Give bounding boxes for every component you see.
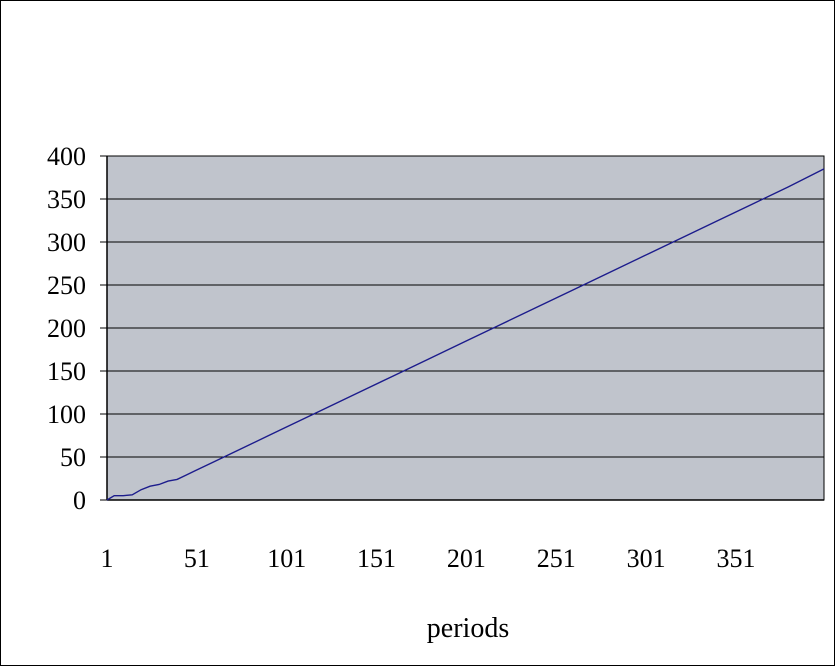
x-axis-title: periods (427, 613, 509, 644)
x-tick-label: 351 (716, 544, 755, 573)
y-tick-label: 250 (47, 271, 86, 300)
y-tick-label: 350 (47, 185, 86, 214)
x-tick-label: 201 (447, 544, 486, 573)
y-tick-label: 0 (73, 486, 86, 515)
x-tick-label: 301 (627, 544, 666, 573)
x-tick-label: 251 (537, 544, 576, 573)
y-tick-label: 400 (47, 142, 86, 171)
y-tick-label: 200 (47, 314, 86, 343)
x-tick-label: 51 (184, 544, 210, 573)
x-axis-ticks: 1 51 101 151 201 251 301 351 (101, 544, 756, 573)
y-tick-label: 50 (60, 443, 86, 472)
x-tick-label: 101 (267, 544, 306, 573)
y-tick-label: 300 (47, 228, 86, 257)
y-tick-label: 150 (47, 357, 86, 386)
y-axis-ticks: 0 50 100 150 200 250 300 350 400 (47, 142, 107, 515)
y-tick-label: 100 (47, 400, 86, 429)
x-tick-label: 151 (357, 544, 396, 573)
x-tick-label: 1 (101, 544, 114, 573)
